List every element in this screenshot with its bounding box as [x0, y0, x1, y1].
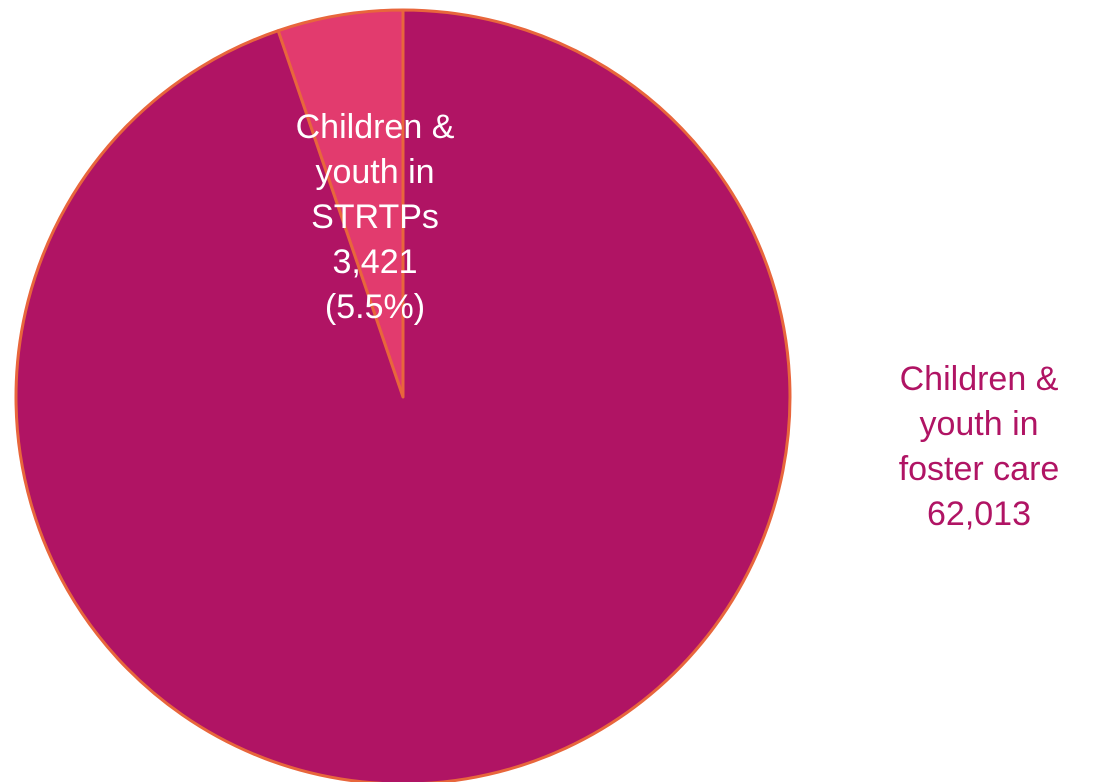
slice-label-line: Children & [296, 108, 455, 146]
slice-label-line: Children & [900, 360, 1059, 398]
slice-label-line: youth in [315, 153, 434, 191]
slice-label-line: youth in [919, 405, 1038, 443]
slice-label-line: (5.5%) [325, 288, 425, 326]
slice-label-line: foster care [899, 450, 1060, 488]
slice-label-line: STRTPs [311, 198, 439, 236]
slice-label-foster-care: Children & youth in foster care 62,013 [899, 360, 1060, 533]
slices-layer [14, 8, 792, 782]
slice-label-strtp: Children & youth in STRTPs 3,421 (5.5%) [296, 108, 455, 326]
pie-slice-foster-care [14, 8, 792, 782]
slice-label-line: 62,013 [927, 495, 1031, 533]
slice-label-line: 3,421 [332, 243, 417, 281]
labels-layer: Children & youth in STRTPs 3,421 (5.5%)Child… [296, 108, 1060, 533]
